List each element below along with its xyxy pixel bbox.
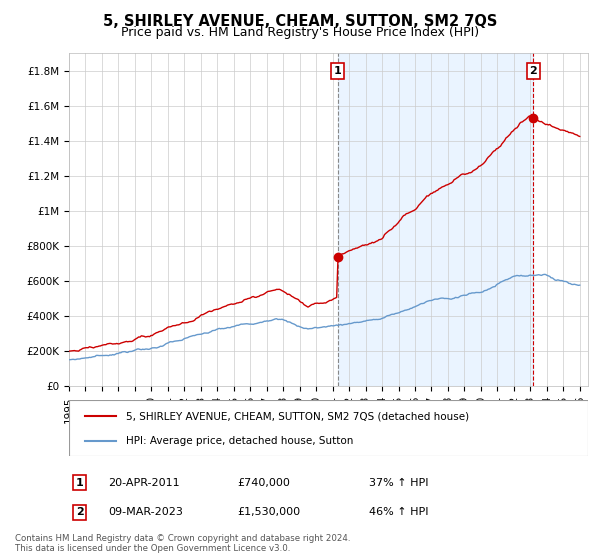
Text: Contains HM Land Registry data © Crown copyright and database right 2024.
This d: Contains HM Land Registry data © Crown c… bbox=[15, 534, 350, 553]
Text: £740,000: £740,000 bbox=[237, 478, 290, 488]
Text: 46% ↑ HPI: 46% ↑ HPI bbox=[369, 507, 428, 517]
Text: 5, SHIRLEY AVENUE, CHEAM, SUTTON, SM2 7QS (detached house): 5, SHIRLEY AVENUE, CHEAM, SUTTON, SM2 7Q… bbox=[126, 411, 469, 421]
Bar bbox=[338, 53, 533, 386]
FancyBboxPatch shape bbox=[69, 400, 588, 456]
Text: 2: 2 bbox=[529, 66, 537, 76]
Text: 1: 1 bbox=[76, 478, 83, 488]
Text: 5, SHIRLEY AVENUE, CHEAM, SUTTON, SM2 7QS: 5, SHIRLEY AVENUE, CHEAM, SUTTON, SM2 7Q… bbox=[103, 14, 497, 29]
Text: 09-MAR-2023: 09-MAR-2023 bbox=[108, 507, 183, 517]
Text: 2: 2 bbox=[76, 507, 83, 517]
Text: 20-APR-2011: 20-APR-2011 bbox=[108, 478, 179, 488]
Text: £1,530,000: £1,530,000 bbox=[237, 507, 300, 517]
Text: HPI: Average price, detached house, Sutton: HPI: Average price, detached house, Sutt… bbox=[126, 436, 353, 446]
Text: 1: 1 bbox=[334, 66, 341, 76]
Text: 37% ↑ HPI: 37% ↑ HPI bbox=[369, 478, 428, 488]
Text: Price paid vs. HM Land Registry's House Price Index (HPI): Price paid vs. HM Land Registry's House … bbox=[121, 26, 479, 39]
